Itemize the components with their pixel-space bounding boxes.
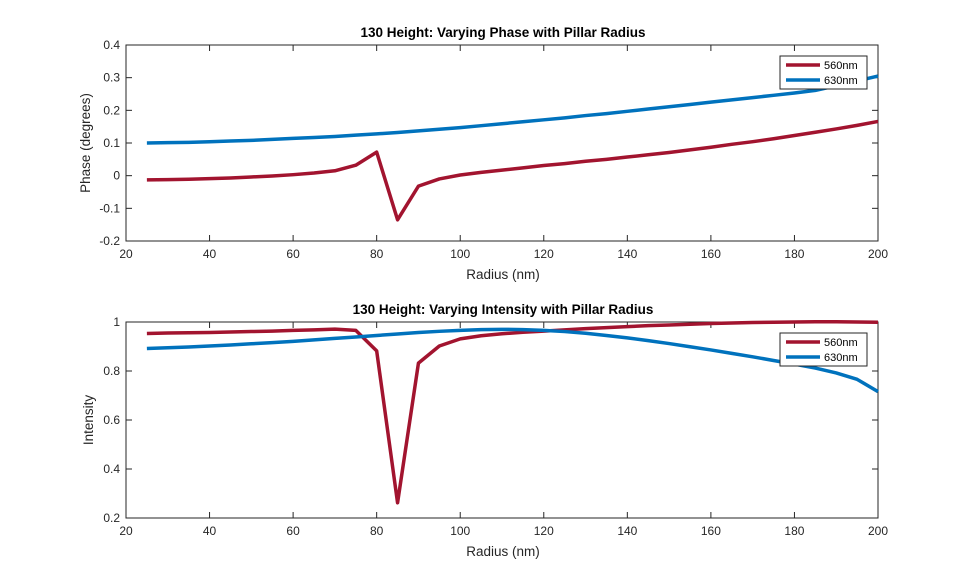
x-axis-label: Radius (nm) [466, 267, 540, 282]
phase-chart: 130 Height: Varying Phase with Pillar Ra… [78, 25, 888, 282]
x-tick-label: 100 [450, 247, 470, 261]
x-tick-label: 80 [370, 524, 384, 538]
x-tick-label: 140 [617, 524, 637, 538]
x-tick-label: 160 [701, 524, 721, 538]
y-tick-label: 1 [113, 315, 120, 329]
x-tick-label: 40 [203, 524, 217, 538]
x-tick-label: 60 [286, 247, 300, 261]
intensity-chart: 130 Height: Varying Intensity with Pilla… [81, 302, 888, 559]
series-line-630nm [146, 74, 879, 145]
y-tick-label: 0.3 [103, 71, 120, 85]
x-tick-label: 20 [119, 247, 133, 261]
x-tick-label: 20 [119, 524, 133, 538]
legend-box [779, 332, 868, 367]
y-tick-label: 0.4 [103, 38, 120, 52]
y-axis-label: Intensity [81, 395, 96, 446]
x-tick-label: 180 [784, 247, 804, 261]
series-line-560nm [146, 320, 879, 505]
x-tick-label: 100 [450, 524, 470, 538]
legend-label: 560nm [824, 337, 858, 349]
y-tick-label: 0.8 [103, 364, 120, 378]
legend-label: 630nm [824, 352, 858, 364]
x-tick-label: 60 [286, 524, 300, 538]
x-tick-label: 40 [203, 247, 217, 261]
chart-title: 130 Height: Varying Intensity with Pilla… [353, 302, 654, 317]
x-tick-label: 140 [617, 247, 637, 261]
x-axis-label: Radius (nm) [466, 544, 540, 559]
plot-area [125, 44, 879, 242]
series-line-630nm [146, 327, 879, 394]
series-line-560nm [146, 119, 879, 222]
x-tick-label: 200 [868, 524, 888, 538]
y-tick-label: -0.1 [99, 201, 120, 215]
y-tick-label: 0.2 [103, 103, 120, 117]
y-tick-label: 0.1 [103, 136, 120, 150]
legend-box [779, 55, 868, 90]
legend: 560nm 630nm [779, 55, 868, 90]
x-tick-label: 120 [534, 524, 554, 538]
x-tick-label: 120 [534, 247, 554, 261]
y-axis-label: Phase (degrees) [78, 93, 93, 193]
x-tick-label: 200 [868, 247, 888, 261]
plot-area [125, 321, 879, 519]
legend: 560nm 630nm [779, 332, 868, 367]
y-tick-label: 0.6 [103, 413, 120, 427]
y-tick-label: -0.2 [99, 234, 120, 248]
y-tick-label: 0.4 [103, 462, 120, 476]
y-tick-label: 0.2 [103, 511, 120, 525]
x-tick-label: 180 [784, 524, 804, 538]
x-tick-label: 160 [701, 247, 721, 261]
legend-label: 560nm [824, 60, 858, 72]
y-tick-label: 0 [113, 169, 120, 183]
chart-title: 130 Height: Varying Phase with Pillar Ra… [360, 25, 645, 40]
legend-label: 630nm [824, 75, 858, 87]
x-tick-label: 80 [370, 247, 384, 261]
